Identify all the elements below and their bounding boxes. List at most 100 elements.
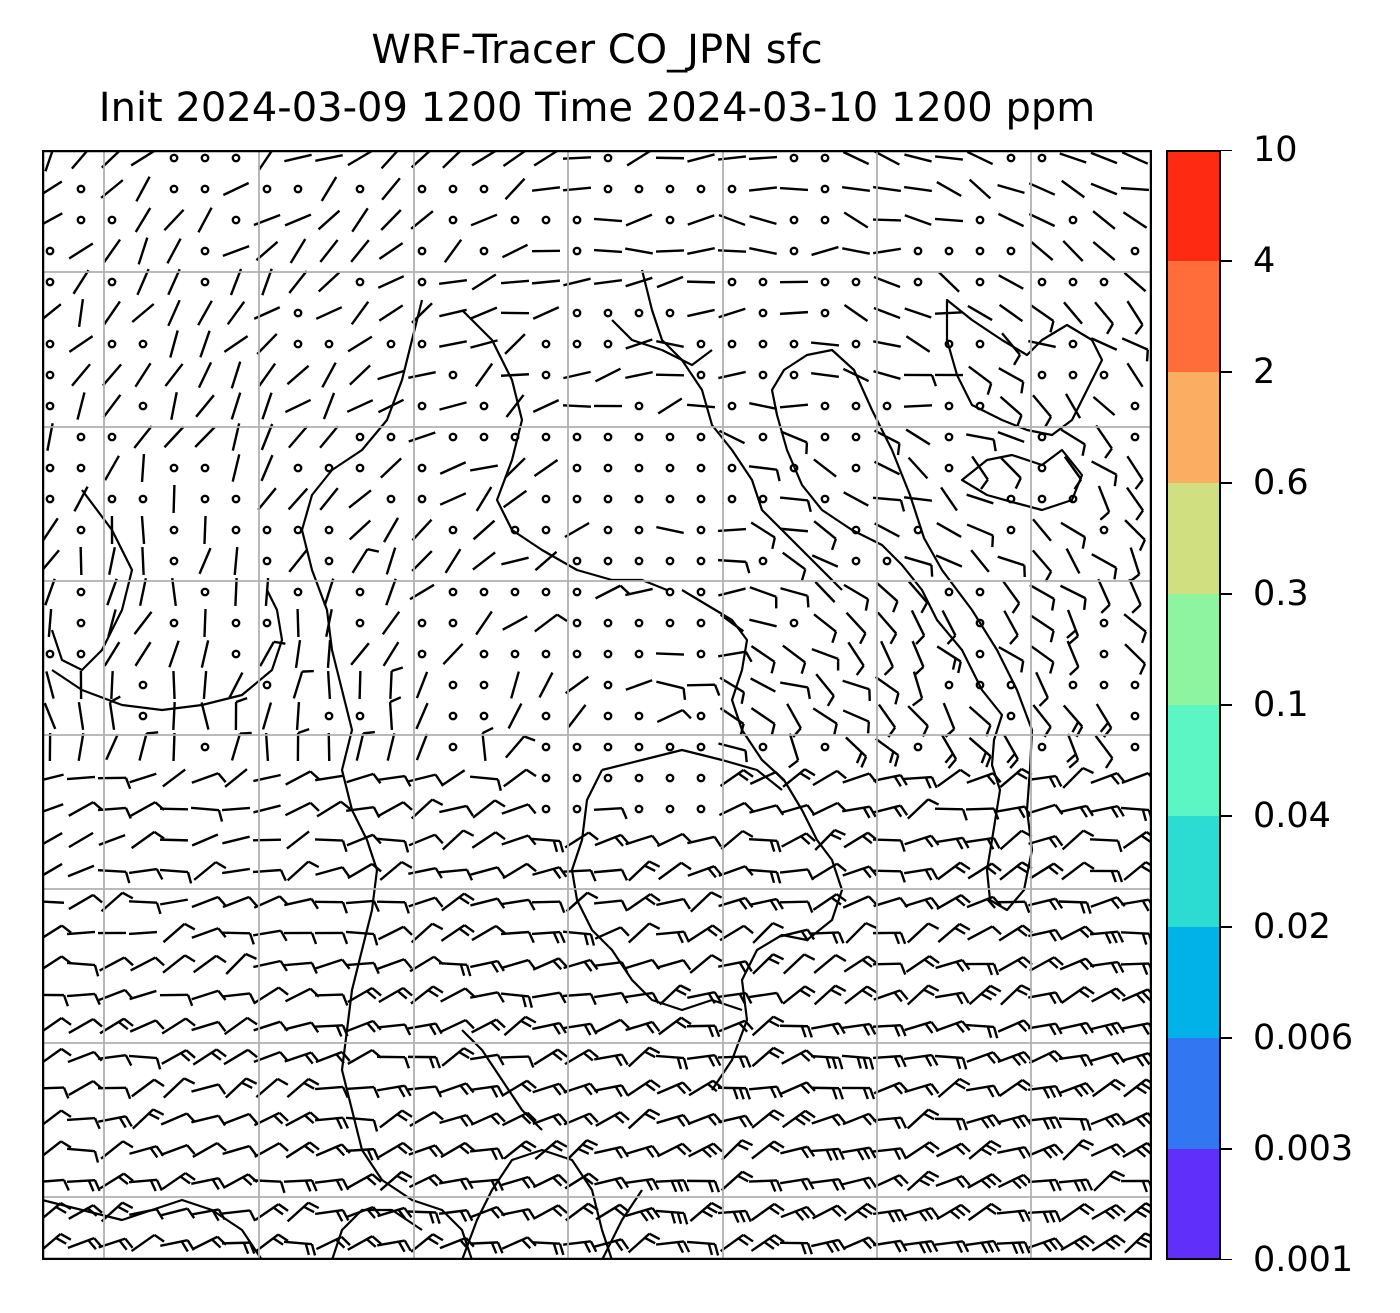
wind-barb: [411, 302, 433, 324]
calm-marker: [634, 308, 644, 318]
colorbar-tick-label: 4: [1253, 241, 1276, 281]
calm-marker: [913, 277, 923, 287]
wind-barb: [45, 671, 55, 699]
wind-barb: [439, 308, 467, 318]
calm-marker: [572, 494, 582, 504]
wind-barb: [967, 1202, 1002, 1222]
wind-barb: [905, 1141, 940, 1159]
calm-marker: [293, 463, 303, 473]
calm-marker: [758, 432, 768, 442]
wind-barb: [345, 1116, 379, 1132]
wind-barb: [873, 1174, 909, 1188]
wind-barb: [284, 213, 312, 227]
calm-marker: [417, 184, 427, 194]
calm-marker: [944, 246, 954, 256]
wind-barb: [751, 1109, 785, 1129]
wind-barb: [906, 1108, 940, 1130]
wind-barb: [68, 242, 94, 260]
calm-marker: [448, 370, 458, 380]
wind-barb: [1062, 1139, 1095, 1161]
wind-barb: [256, 333, 278, 355]
wind-barb: [843, 955, 878, 973]
calm-marker: [603, 525, 613, 535]
calm-marker: [138, 680, 148, 690]
wind-barb: [655, 249, 685, 253]
wind-barb: [1027, 1022, 1063, 1036]
wind-barb: [191, 895, 227, 909]
wind-barb: [1089, 869, 1124, 883]
wind-barb: [626, 1079, 661, 1097]
wind-barb: [594, 367, 622, 383]
wind-barb: [502, 150, 528, 167]
wind-barb: [439, 1082, 475, 1096]
wind-barb: [749, 214, 777, 226]
wind-barb: [77, 298, 85, 328]
wind-barb: [159, 868, 193, 884]
calm-marker: [231, 649, 241, 659]
wind-barb: [779, 1241, 813, 1255]
wind-barb: [936, 893, 971, 911]
calm-marker: [758, 556, 768, 566]
wind-barb: [131, 1108, 165, 1130]
calm-marker: [510, 215, 520, 225]
wind-barb: [439, 461, 467, 475]
wind-barb: [347, 986, 382, 1004]
wind-barb: [1091, 1234, 1126, 1252]
calm-marker: [448, 618, 458, 628]
wind-barb: [1123, 271, 1147, 293]
wind-barb: [656, 832, 692, 848]
wind-barb: [907, 456, 929, 480]
calm-marker: [45, 277, 55, 287]
wind-barb: [904, 153, 932, 163]
wind-barb: [874, 150, 900, 166]
wind-barb: [656, 275, 684, 289]
wind-barb: [474, 362, 494, 388]
calm-marker: [417, 618, 427, 628]
wind-barb: [903, 775, 938, 789]
wind-barb: [314, 838, 348, 853]
calm-marker: [1068, 277, 1078, 287]
wind-barb: [845, 611, 867, 645]
wind-barb: [904, 1082, 940, 1096]
colorbar-swatch: [1167, 150, 1220, 262]
colorbar-tick-label: 2: [1253, 352, 1276, 392]
calm-marker: [851, 463, 861, 473]
wind-barb: [1089, 838, 1123, 853]
wind-barb: [751, 1046, 785, 1068]
wind-barb: [350, 300, 370, 326]
wind-barb: [1060, 986, 1095, 1004]
calm-marker: [572, 339, 582, 349]
wind-barb: [934, 311, 964, 315]
wind-barb: [221, 992, 257, 1005]
wind-barb: [1126, 300, 1144, 335]
wind-barb: [441, 1047, 475, 1067]
calm-marker: [76, 649, 86, 659]
calm-marker: [541, 649, 551, 659]
wind-barb: [1092, 210, 1116, 230]
wind-barb: [501, 803, 537, 815]
calm-marker: [45, 463, 55, 473]
wind-barb: [129, 1208, 164, 1220]
wind-barb: [470, 339, 498, 349]
calm-marker: [138, 401, 148, 411]
wind-barb: [222, 1144, 258, 1157]
wind-barb: [687, 990, 722, 1005]
wind-barb: [439, 340, 467, 348]
wind-barb: [904, 214, 932, 226]
wind-barb: [564, 521, 590, 539]
wind-barb: [444, 548, 462, 574]
calm-marker: [1068, 680, 1078, 690]
wind-barb: [163, 425, 185, 449]
wind-barb: [999, 829, 1033, 851]
wind-barb: [257, 362, 277, 388]
wind-barb: [261, 392, 273, 420]
wind-barb: [1029, 644, 1055, 674]
wind-barb: [106, 578, 118, 606]
calm-marker: [696, 804, 706, 814]
wind-barb: [316, 800, 351, 818]
wind-barb: [905, 955, 940, 973]
wind-barb: [42, 517, 59, 543]
wind-barb: [130, 150, 156, 167]
wind-barb: [941, 610, 957, 645]
wind-barb: [471, 831, 506, 849]
